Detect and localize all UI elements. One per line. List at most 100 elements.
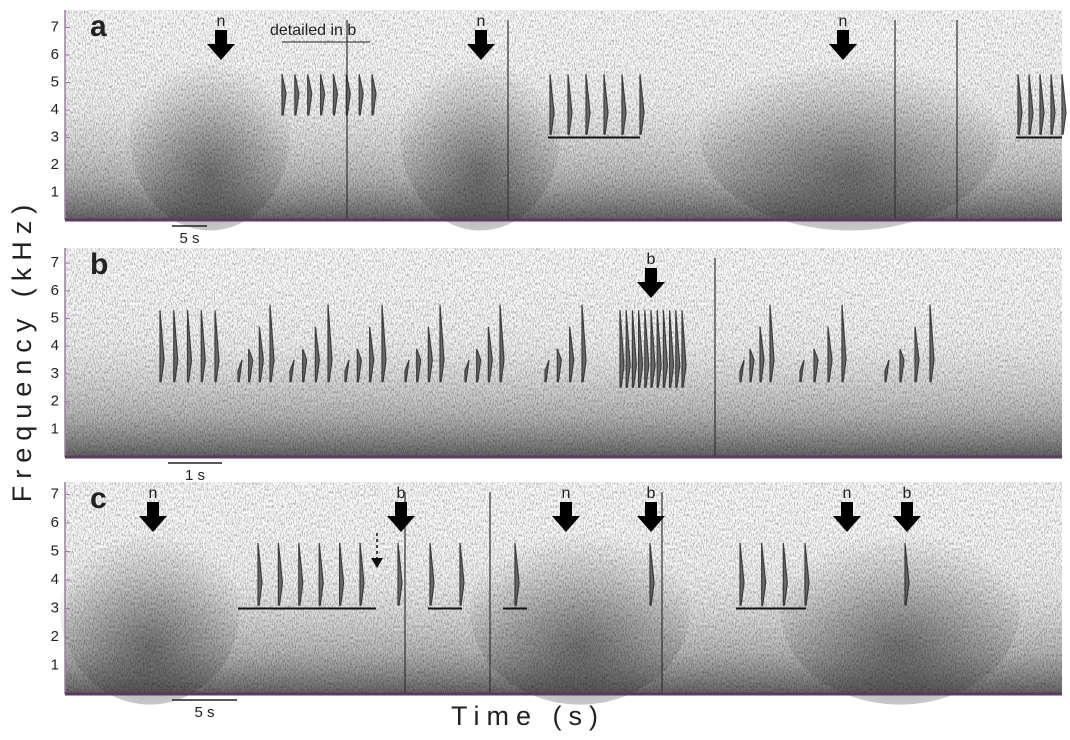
syllable: [289, 359, 295, 383]
x-axis-label: Time (s): [451, 701, 605, 731]
syllable: [159, 310, 165, 383]
arrow-label: n: [149, 485, 158, 502]
syllable: [257, 542, 263, 606]
y-tick-label: 1: [51, 656, 59, 673]
syllable: [567, 74, 573, 135]
syllable: [476, 348, 482, 383]
syllable: [298, 542, 304, 606]
syllable: [669, 310, 675, 388]
arrow: [833, 502, 861, 532]
syllable: [314, 326, 320, 383]
syllable: [681, 310, 687, 388]
syllable: [649, 542, 655, 606]
syllable: [544, 359, 550, 383]
arrow: [467, 30, 495, 60]
syllable: [464, 359, 470, 383]
arrow-label: b: [647, 251, 656, 268]
arrow-label: n: [562, 485, 571, 502]
scale-bar-label: 1 s: [185, 467, 205, 484]
spectrogram-noise: [65, 248, 1062, 457]
syllable: [356, 348, 362, 383]
syllable: [1028, 74, 1034, 135]
y-tick-label: 2: [51, 628, 59, 645]
arrow: [637, 502, 665, 532]
syllable: [799, 359, 805, 383]
syllable: [1050, 74, 1056, 135]
y-tick-label: 2: [51, 156, 59, 173]
arrow: [139, 502, 167, 532]
syllable: [345, 74, 351, 116]
syllable: [258, 326, 264, 383]
syllable: [631, 310, 638, 388]
y-tick-label: 3: [51, 365, 59, 382]
syllable: [339, 542, 345, 606]
syllable: [427, 326, 433, 383]
dashed-arrow-head: [371, 558, 383, 568]
y-tick-label: 4: [51, 337, 59, 354]
arrow-label: b: [903, 485, 912, 502]
y-tick-label: 6: [51, 514, 59, 531]
syllable: [638, 310, 644, 388]
syllable: [644, 310, 650, 388]
syllable: [929, 304, 935, 383]
y-tick-label: 7: [51, 485, 59, 502]
syllable: [739, 542, 745, 606]
syllable: [759, 326, 765, 383]
y-tick-label: 1: [51, 183, 59, 200]
panel-label: c: [90, 482, 107, 515]
arrow-label: b: [397, 485, 406, 502]
syllable: [656, 310, 662, 388]
syllable: [173, 310, 179, 383]
syllable: [327, 304, 333, 383]
y-tick-label: 5: [51, 542, 59, 559]
arrow: [552, 502, 580, 532]
syllable: [639, 74, 645, 135]
y-tick-label: 4: [51, 101, 59, 118]
scale-bar-label: 5 s: [194, 704, 214, 721]
syllable: [277, 542, 284, 606]
y-axis-label: Frequency (kHz): [7, 198, 37, 503]
syllable: [549, 74, 555, 135]
arrow-label: n: [217, 13, 226, 30]
syllable: [318, 542, 324, 606]
syllable: [319, 74, 326, 116]
arrow: [207, 30, 235, 60]
syllable: [1039, 74, 1045, 135]
syllable: [459, 542, 465, 606]
syllable: [804, 542, 810, 606]
syllable: [307, 74, 313, 116]
syllable: [332, 74, 339, 116]
syllable: [904, 542, 910, 606]
syllable: [281, 74, 287, 116]
y-tick-label: 3: [51, 128, 59, 145]
syllable: [294, 74, 300, 116]
arrow-label: n: [839, 13, 848, 30]
scale-bar-label: 5 s: [179, 230, 199, 247]
arrow-label: b: [647, 485, 656, 502]
syllable: [914, 326, 920, 383]
syllable: [619, 310, 625, 388]
y-tick-label: 2: [51, 393, 59, 410]
syllable: [344, 359, 350, 383]
syllable: [1017, 74, 1023, 135]
note: detailed in b: [270, 22, 356, 39]
syllable: [514, 542, 520, 606]
y-tick-label: 7: [51, 18, 59, 35]
syllable: [739, 359, 745, 383]
syllable: [269, 304, 275, 383]
syllable: [603, 74, 609, 135]
syllable: [397, 542, 403, 606]
syllable: [899, 348, 905, 383]
syllable: [200, 310, 206, 383]
syllable: [841, 304, 847, 383]
syllable: [371, 74, 377, 116]
syllable: [884, 359, 890, 383]
syllable: [487, 326, 493, 383]
y-tick-label: 3: [51, 599, 59, 616]
syllable: [186, 310, 193, 383]
y-tick-label: 7: [51, 254, 59, 271]
arrow-label: n: [477, 13, 486, 30]
syllable: [556, 348, 562, 383]
syllable: [237, 359, 243, 383]
